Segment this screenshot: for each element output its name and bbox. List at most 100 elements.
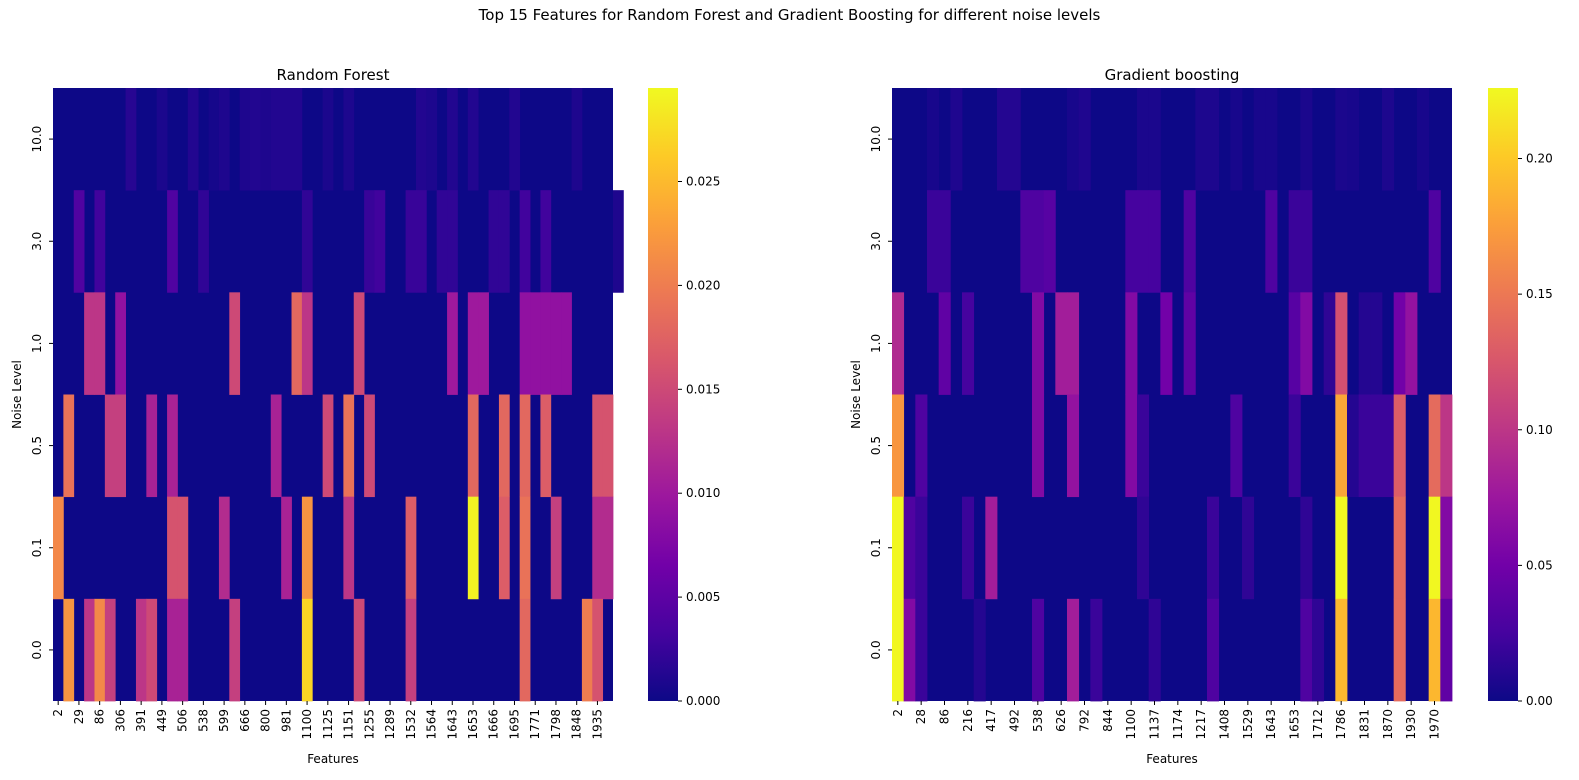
panel2-heatmap-cell [938, 190, 951, 293]
panel1-heatmap-cell [291, 292, 303, 395]
panel2-heatmap-cell [892, 598, 905, 702]
panel1-x-tick-label: 1653 [466, 709, 480, 740]
panel2-x-tick-label: 538 [1031, 709, 1045, 732]
panel2-heatmap-cell [1417, 88, 1430, 191]
panel2-heatmap-cell [1428, 190, 1441, 293]
panel1-heatmap-cell [592, 394, 604, 498]
panel1-heatmap-cell [146, 598, 158, 702]
panel2-x-tick-label: 417 [984, 709, 998, 732]
panel2-heatmap-cell [1335, 598, 1348, 702]
panel2-heatmap-cell [1078, 88, 1091, 191]
panel1-heatmap-cell [229, 598, 241, 702]
panel2-heatmap-cell [1288, 394, 1301, 498]
panel2-heatmap-cell [1183, 292, 1196, 395]
panel1-x-tick-label: 1125 [321, 709, 335, 740]
panel1-heatmap-cell [218, 88, 230, 191]
panel2-x-tick-label: 1786 [1334, 709, 1348, 740]
panel2-heatmap-cell [1137, 394, 1150, 498]
panel1-heatmap-cell [353, 598, 365, 702]
panel1-heatmap-cell [519, 292, 531, 395]
panel1-x-tick-label: 1666 [487, 709, 501, 740]
panel2-colorbar-tick-label: 0.10 [1526, 423, 1553, 437]
panel2-heatmap-cell [1137, 88, 1150, 191]
panel1-heatmap-cell [550, 496, 562, 600]
panel2-heatmap-cell [1148, 598, 1161, 702]
panel1-heatmap-cell [218, 496, 230, 600]
panel1-colorbar-tick-label: 0.010 [686, 486, 720, 500]
panel1-heatmap-cell [281, 496, 292, 600]
panel1-heatmap-cell [374, 190, 386, 293]
panel1-heatmap-cell [498, 394, 510, 498]
panel2-heatmap-cell [1067, 88, 1080, 191]
panel2-heatmap-cell [1043, 190, 1056, 293]
panel2-x-tick-label: 844 [1101, 709, 1115, 732]
panel2-colorbar-tick-label: 0.20 [1526, 152, 1553, 166]
panel2-x-tick-label: 1100 [1124, 709, 1138, 740]
panel2-heatmap-cell [1393, 292, 1406, 395]
panel1-heatmap-cell [488, 190, 500, 293]
panel1-heatmap-cell [208, 88, 220, 191]
panel2-heatmap-cell [1347, 88, 1360, 191]
panel1-heatmap-cell [478, 292, 489, 395]
panel2-colorbar-tick-label: 0.00 [1526, 694, 1553, 708]
panel1-heatmap-cell [540, 190, 552, 293]
panel2-colorbar-tick-label: 0.15 [1526, 287, 1553, 301]
panel2-x-tick-label: 216 [961, 709, 975, 732]
panel1-heatmap-cell [322, 394, 334, 498]
panel1-y-tick-label: 3.0 [30, 232, 44, 251]
panel1-heatmap-cell [581, 598, 593, 702]
panel1-heatmap-cell [509, 88, 521, 191]
panel2-heatmap-cell [1148, 88, 1161, 191]
panel2-heatmap-cell [1207, 496, 1220, 600]
panel1-x-tick-label: 666 [238, 709, 252, 732]
panel2-y-tick-label: 0.5 [869, 436, 883, 455]
panel1-heatmap-cell [167, 496, 178, 600]
panel2-y-tick-label: 0.1 [869, 538, 883, 557]
panel1-heatmap-cell [592, 598, 604, 702]
panel1-heatmap-cell [167, 190, 178, 293]
panel1-heatmap-cell [405, 496, 417, 600]
panel2-heatmap-cell [1137, 190, 1150, 293]
panel1-heatmap-cell [519, 190, 531, 293]
panel2-x-tick-label: 492 [1008, 709, 1022, 732]
panel1-y-axis-label: Noise Level [10, 360, 24, 429]
panel2-heatmap-cell [892, 394, 905, 498]
panel1-heatmap-cell [561, 292, 572, 395]
panel2-heatmap-cell [1335, 394, 1348, 498]
panel2-x-tick-label: 1712 [1311, 709, 1325, 740]
panel1-x-tick-label: 1532 [404, 709, 418, 740]
panel1-heatmap-cell [84, 598, 95, 702]
panel1-heatmap-cell [602, 394, 614, 498]
panel2-y-axis-label: Noise Level [849, 360, 863, 429]
panel1-heatmap-cell [415, 88, 427, 191]
panel2-heatmap-cell [1032, 598, 1045, 702]
panel2-heatmap-cell [950, 88, 963, 191]
panel1-heatmap-cell [250, 88, 261, 191]
panel2-heatmap-cell [973, 598, 986, 702]
panel2-heatmap-cell [1382, 88, 1395, 191]
panel1-heatmap-cell [156, 88, 168, 191]
panel1-colorbar-tick-label: 0.000 [686, 694, 720, 708]
panel1-heatmap-cell [239, 88, 251, 191]
panel2-x-tick-label: 1831 [1358, 709, 1372, 740]
panel1-heatmap-cell [146, 394, 158, 498]
panel2-colorbar-tick-label: 0.05 [1526, 558, 1553, 572]
panel2-heatmap-cell [1125, 190, 1138, 293]
panel1-heatmap-cell [291, 88, 303, 191]
panel2-heatmap-cell [1183, 190, 1196, 293]
panel1-heatmap-cell [94, 190, 106, 293]
panel1-x-tick-label: 1100 [300, 709, 314, 740]
panel1-heatmap-cell [229, 292, 241, 395]
panel2-heatmap-cell [915, 496, 928, 600]
panel1-x-tick-label: 506 [176, 709, 190, 732]
panel1-heatmap-cell [104, 394, 116, 498]
panel1-y-tick-label: 0.5 [30, 436, 44, 455]
panel1-x-tick-label: 29 [72, 709, 86, 724]
panel2-heatmap-cell [997, 88, 1010, 191]
panel1-x-tick-label: 800 [259, 709, 273, 732]
panel1-heatmap-cell [322, 88, 334, 191]
panel1-heatmap-cell [343, 88, 355, 191]
panel1-heatmap-cell [467, 292, 479, 395]
panel1-heatmap-cell [571, 88, 583, 191]
panel2-heatmap-cell [1405, 292, 1418, 395]
